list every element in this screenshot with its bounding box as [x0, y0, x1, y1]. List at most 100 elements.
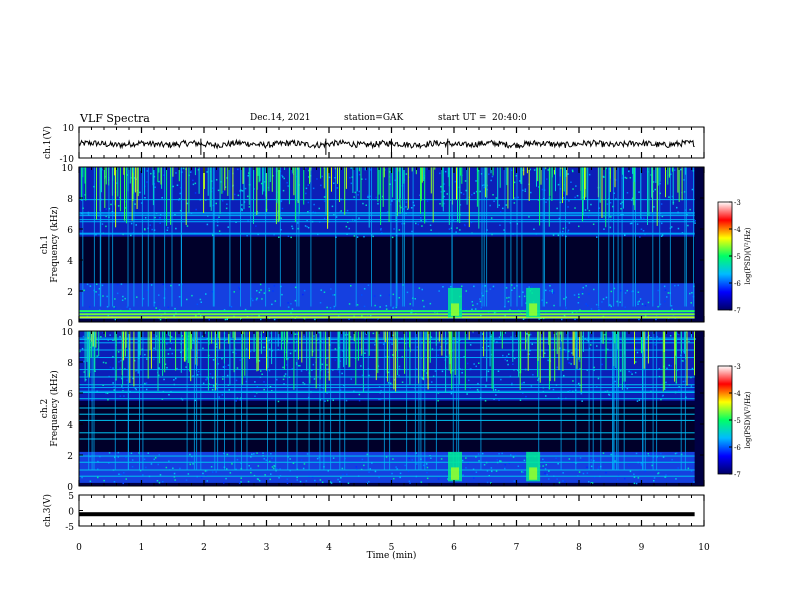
ch1-spec-speckle	[87, 214, 90, 216]
ch1-spec-sferic	[601, 167, 603, 218]
ch2-spec-speckle	[628, 464, 630, 466]
ch2-spec-speckle	[570, 363, 572, 365]
ch1-spec-speckle	[281, 293, 283, 296]
ch2-spec-speckle	[276, 378, 278, 381]
ch1-spec-sferic	[388, 167, 390, 222]
ch2-spec-sferic	[562, 331, 564, 371]
ch2-spec-speckle	[83, 371, 85, 373]
ch2-spec-speckle	[271, 466, 274, 468]
ch2-spec-speckle	[425, 465, 428, 467]
ch2-spec-speckle	[166, 343, 168, 345]
ch2-spec-speckle	[614, 380, 616, 383]
ch2-spec-sferic	[492, 331, 494, 392]
ch2-spec-speckle	[504, 332, 506, 334]
ch1-spec-sferic	[448, 167, 450, 225]
ch1-spec-speckle	[659, 303, 662, 305]
ch2-spec-sferic	[409, 331, 411, 385]
ch2-spec-speckle	[302, 467, 305, 470]
ch2-spec-speckle	[131, 466, 134, 468]
ch2-spec-speckle	[593, 476, 596, 478]
ch2-spec-speckle	[581, 400, 583, 402]
ch2-spec-sferic-long	[217, 331, 219, 471]
ch1-spec-speckle	[367, 194, 369, 197]
ch1-spec-speckle	[173, 315, 175, 317]
ch1-spec-speckle	[491, 175, 494, 178]
ch1-spec-speckle	[511, 289, 513, 291]
ch1-spec-sferic	[399, 167, 401, 203]
ch1-spec-speckle	[256, 297, 258, 300]
ch1-spec-speckle	[350, 182, 353, 185]
ch2-spec-speckle	[158, 374, 160, 377]
ch1-spec-speckle	[255, 299, 258, 301]
ch1-spec-speckle	[565, 307, 567, 309]
ch1-spec-sferic	[540, 167, 542, 185]
ch1-spec-sferic	[551, 167, 553, 201]
ch1-spec-speckle	[215, 202, 217, 205]
ch1-spec-speckle	[260, 182, 263, 185]
ch1-spec-speckle	[489, 288, 492, 290]
ch2-spec-speckle	[512, 363, 514, 365]
ch1-spec-speckle	[578, 296, 580, 298]
ch2-spec-freq-line	[79, 413, 695, 415]
ch1-spec-sferic-long	[621, 167, 623, 307]
ch1-spec-speckle	[120, 283, 123, 285]
ch1-spec-speckle	[510, 169, 513, 171]
ch1-spec-speckle	[462, 193, 465, 195]
ch2-spec-speckle	[631, 373, 633, 375]
ch2-spec-sferic	[281, 331, 283, 351]
ch2-spec-speckle	[422, 464, 425, 467]
ch1-spec-speckle	[105, 208, 107, 210]
ch1-spec-speckle	[200, 315, 202, 317]
ch2-spec-speckle	[263, 346, 265, 349]
ch1-spec-speckle	[588, 173, 591, 176]
ch2-spec-speckle	[636, 351, 639, 354]
ch2-spec-speckle	[472, 331, 474, 334]
ch1-spec-sferic-long	[112, 167, 114, 307]
ch2-spec-sferic-long	[652, 331, 654, 471]
ch1-spec-sferic	[232, 167, 234, 201]
ch2-spec-speckle	[268, 348, 271, 350]
ch1-spec-speckle	[637, 301, 639, 303]
ch2-spec-speckle	[300, 459, 303, 461]
ch1-spec-speckle	[471, 308, 473, 311]
ch1-spec-sferic	[632, 167, 633, 174]
ch2-spec-speckle	[426, 471, 428, 474]
ch2-spec-speckle	[211, 389, 214, 391]
ch1-spec-speckle	[475, 180, 477, 182]
ch1-spec-speckle	[405, 173, 408, 175]
ch2-spec-speckle	[514, 453, 517, 456]
ch2-spec-sferic-long	[267, 331, 268, 471]
ch1-spec-speckle	[337, 312, 340, 314]
ch2-spec-speckle	[360, 365, 362, 367]
ch1-spec-speckle	[192, 179, 194, 182]
ch2-spec-sferic-long	[612, 331, 614, 471]
ch2-spec-sferic	[355, 331, 357, 385]
ch2-spec-speckle	[624, 385, 626, 387]
ch2-spec-speckle	[100, 336, 102, 338]
ch1-spec-speckle	[676, 206, 678, 209]
ch1-spec-sferic	[117, 167, 119, 197]
ch1-spec-speckle	[498, 204, 500, 206]
ch2-spec-sferic	[191, 331, 193, 350]
ch1-spec-speckle	[417, 223, 419, 226]
ch2-spec-speckle	[346, 333, 349, 336]
ch1-spec-speckle	[398, 229, 401, 231]
ch1-spec-speckle	[280, 200, 283, 203]
ch1-spec-sferic	[560, 167, 562, 170]
ch2-spec-speckle	[598, 466, 600, 468]
ch1-spec-speckle	[613, 192, 615, 194]
ch2-spec-speckle	[164, 363, 167, 365]
ch2-spec-sferic	[338, 331, 340, 369]
ch2-spec-speckle	[490, 482, 492, 484]
ch1-spec-speckle	[472, 304, 474, 306]
ch1-spec-speckle	[463, 307, 466, 310]
ch1-spec-speckle	[381, 195, 384, 198]
ch1-spec-sferic-long	[141, 167, 143, 307]
ch2-spec-speckle	[545, 464, 547, 466]
ch1-spec-sferic	[528, 167, 530, 201]
ch1-spec-speckle	[572, 170, 574, 173]
ch1-spec-speckle	[643, 217, 645, 219]
ch2-spec-speckle	[211, 471, 214, 473]
ch1-spec-sferic	[209, 167, 211, 207]
ch1-spec-speckle	[401, 223, 403, 225]
